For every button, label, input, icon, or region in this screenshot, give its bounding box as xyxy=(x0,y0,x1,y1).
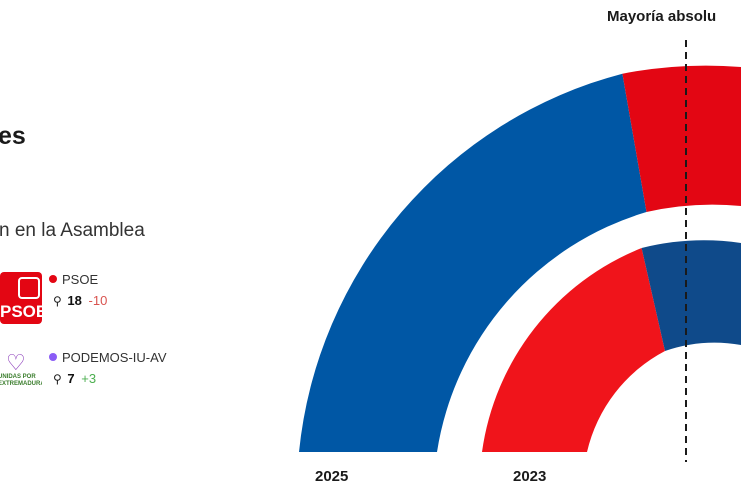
party-name: PSOE xyxy=(49,272,98,287)
majority-label: Mayoría absolu xyxy=(607,8,717,25)
podemos-logo: ♡ UNIDAS POR EXTREMADURA xyxy=(0,348,42,400)
ring-2025-pp-segment xyxy=(299,73,647,452)
ring-2023-pp-segment xyxy=(641,240,741,351)
party-seats: ⚲ 7 +3 xyxy=(53,371,96,386)
heart-icon: ♡ xyxy=(6,350,26,375)
seat-change: -10 xyxy=(88,293,108,308)
seat-count: 7 xyxy=(67,371,75,386)
ring-2025-psoe-segment xyxy=(622,65,741,212)
person-icon: ⚲ xyxy=(53,294,62,308)
psoe-logo-text: PSOE xyxy=(0,302,42,321)
podemos-logo-text: UNIDAS POR EXTREMADURA xyxy=(0,374,42,387)
seat-change: +3 xyxy=(81,371,97,386)
year-label-2025: 2025 xyxy=(315,468,349,485)
page-subtitle: n en la Asamblea xyxy=(0,220,145,241)
page-title: es xyxy=(0,122,26,150)
seat-count: 18 xyxy=(67,293,82,308)
year-label-2023: 2023 xyxy=(513,468,547,485)
person-icon: ⚲ xyxy=(53,372,62,386)
psoe-logo: PSOE xyxy=(0,272,42,324)
party-color-dot xyxy=(49,353,57,361)
party-seats: ⚲ 18 -10 xyxy=(53,293,107,308)
party-color-dot xyxy=(49,275,57,283)
rose-icon xyxy=(18,277,40,299)
ring-2023-psoe-segment xyxy=(482,248,665,452)
party-name: PODEMOS-IU-AV xyxy=(49,350,167,365)
